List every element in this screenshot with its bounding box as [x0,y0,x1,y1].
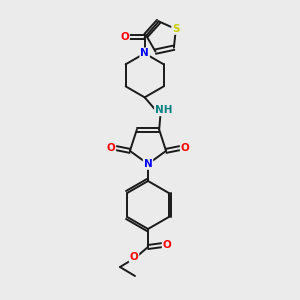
Text: S: S [172,24,180,34]
Text: N: N [140,48,149,58]
Text: O: O [163,240,171,250]
Text: N: N [144,159,152,169]
Text: O: O [181,143,189,153]
Text: O: O [106,143,115,153]
Text: O: O [130,252,138,262]
Text: NH: NH [155,105,172,115]
Text: O: O [120,32,129,42]
